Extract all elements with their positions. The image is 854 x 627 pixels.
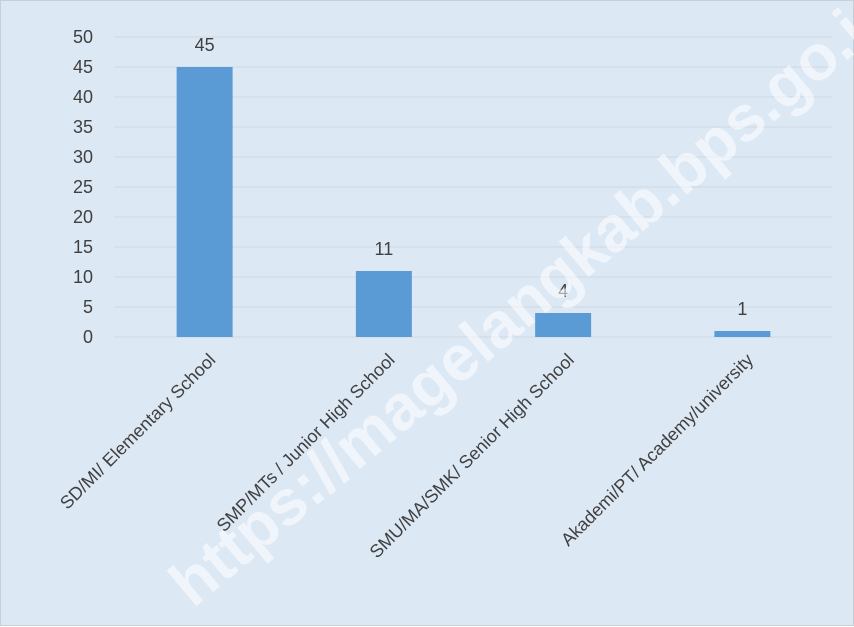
y-tick-label: 20	[73, 207, 93, 227]
category-label: SD/MI/ Elementary School	[56, 350, 219, 513]
bar	[535, 313, 592, 337]
y-tick-label: 25	[73, 177, 93, 197]
watermark-text: https://magelangkab.bps.go.id	[156, 1, 854, 620]
y-tick-label: 5	[83, 297, 93, 317]
y-tick-label: 10	[73, 267, 93, 287]
y-tick-label: 30	[73, 147, 93, 167]
data-label: 45	[195, 35, 215, 55]
data-label: 4	[558, 281, 568, 301]
y-tick-label: 35	[73, 117, 93, 137]
y-tick-label: 50	[73, 27, 93, 47]
y-tick-label: 45	[73, 57, 93, 77]
y-tick-label: 40	[73, 87, 93, 107]
bar	[176, 67, 233, 337]
bar	[714, 331, 771, 337]
y-tick-label: 0	[83, 327, 93, 347]
y-tick-label: 15	[73, 237, 93, 257]
data-labels: 45 11 4 1	[195, 35, 748, 319]
data-label: 1	[737, 299, 747, 319]
bars	[176, 67, 771, 337]
bar	[355, 271, 412, 337]
y-axis-ticks: 0 5 10 15 20 25 30 35 40 45 50	[73, 27, 93, 347]
category-label: Akademi/PT/ Academy/university	[557, 350, 757, 550]
gridlines	[115, 36, 832, 338]
data-label: 11	[375, 239, 394, 259]
